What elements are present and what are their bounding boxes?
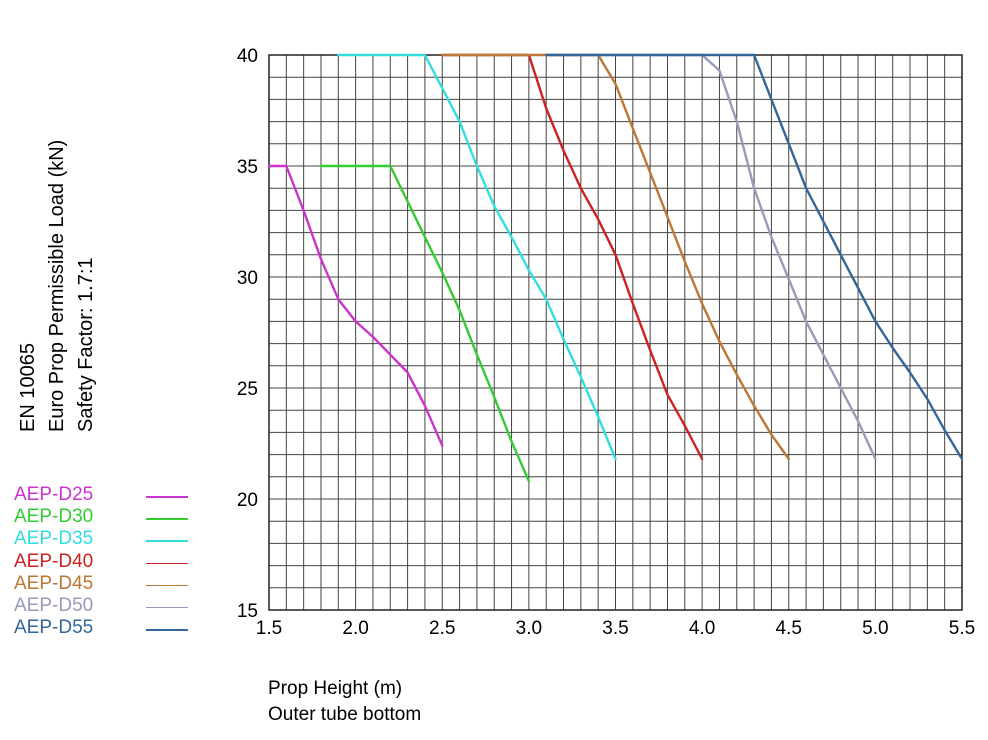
x-tick-label: 4.5 [776,618,802,639]
legend: AEP-D25 AEP-D30 AEP-D35 AEP-D40 AEP-D45 … [14,484,188,639]
legend-item: AEP-D25 [14,484,188,506]
y-axis-label-line-2: Euro Prop Permissible Load (kN) [46,139,68,432]
x-tick-label: 5.5 [949,618,975,639]
y-tick-label: 30 [237,268,258,289]
grid [268,54,963,611]
legend-item: AEP-D45 [14,572,188,595]
legend-item: AEP-D35 [14,528,188,550]
x-tick-label: 3.0 [516,618,542,639]
y-tick-label: 25 [237,379,258,400]
x-tick-label: 3.5 [602,618,628,639]
series-line-aep-d35 [337,53,617,461]
legend-label: AEP-D55 [14,617,94,639]
legend-swatch [146,584,188,587]
legend-item: AEP-D55 [14,617,188,639]
x-tick-label: 2.5 [429,618,455,639]
x-axis-label-line-2: Outer tube bottom [268,704,422,725]
y-axis-label-line-3: Safety Factor: 1.7:1 [75,257,97,432]
series-line-aep-d25 [267,164,444,447]
x-tick-label: 4.0 [689,618,715,639]
legend-label: AEP-D50 [14,594,94,616]
y-tick-label: 20 [237,490,258,511]
legend-swatch [146,540,188,542]
legend-swatch [146,629,188,631]
legend-label: AEP-D45 [14,572,94,594]
y-tick-label: 15 [237,601,258,622]
y-tick-label: 40 [237,46,258,67]
tick-labels: 1.5 2.0 2.5 3.0 3.5 4.0 4.5 5.0 5.5 15 20 25 30 35 40 [237,46,975,639]
legend-label: AEP-D35 [14,528,94,550]
series-line-aep-d55 [545,53,964,461]
x-tick-label: 5.0 [862,618,888,639]
x-tick-label: 1.5 [256,618,282,639]
series-lines [267,53,964,483]
series-line-aep-d40 [441,53,704,461]
legend-label: AEP-D40 [14,550,94,572]
x-axis-label-line-1: Prop Height (m) [268,678,403,699]
legend-item: AEP-D50 [14,594,188,617]
legend-swatch [146,518,188,520]
legend-swatch [146,562,188,565]
y-axis-label-line-1: EN 10065 [17,343,39,432]
series-line-aep-d50 [545,53,877,461]
x-tick-label: 2.0 [342,618,368,639]
series-line-aep-d45 [441,53,790,461]
legend-swatch [146,606,188,609]
series-line-aep-d30 [319,164,531,483]
legend-label: AEP-D30 [14,506,94,528]
legend-item: AEP-D40 [14,550,188,573]
legend-swatch [146,496,188,498]
x-axis-label: Prop Height (m) Outer tube bottom [268,676,421,728]
y-axis-label: EN 10065 Euro Prop Permissible Load (kN)… [14,140,101,432]
legend-item: AEP-D30 [14,506,188,528]
y-tick-label: 35 [237,157,258,178]
legend-label: AEP-D25 [14,484,94,505]
